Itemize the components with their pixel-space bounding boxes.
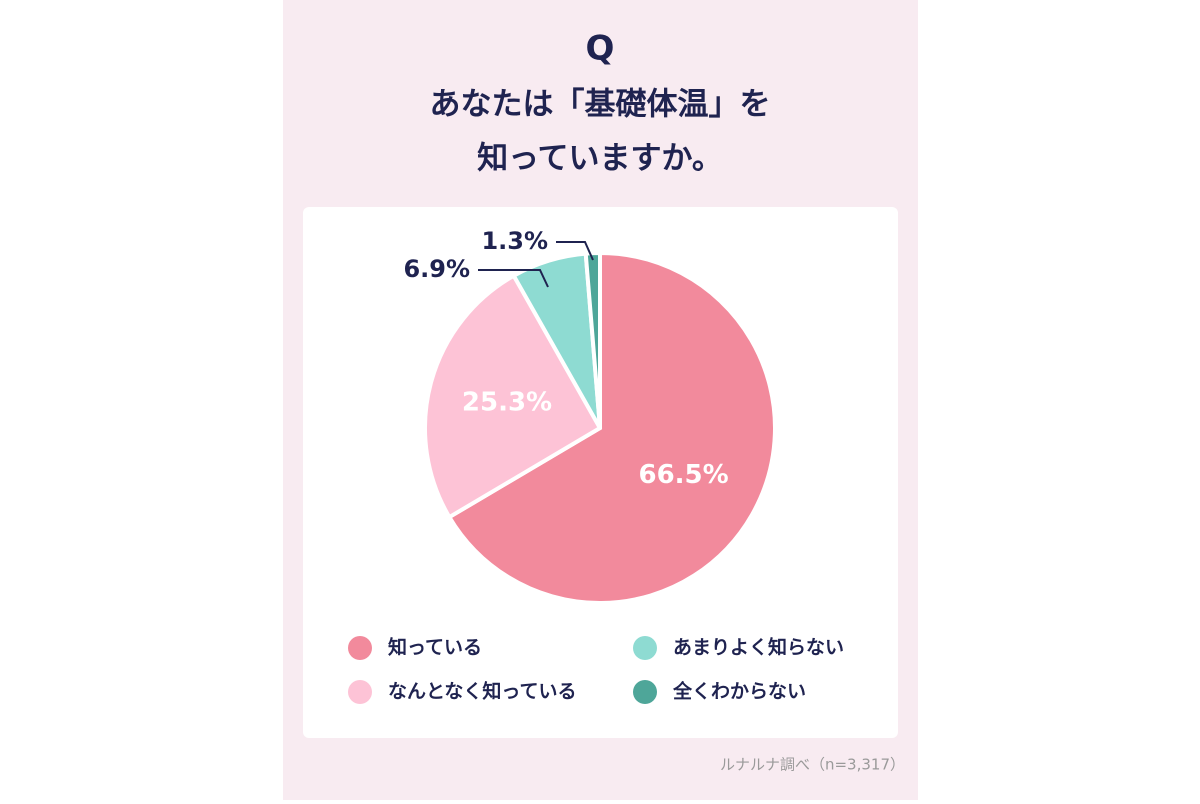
legend-swatch (633, 636, 657, 660)
data-label: 6.9% (403, 255, 470, 283)
chart-title: 知っていますか。 (477, 141, 723, 177)
chart-title: あなたは「基礎体温」を (430, 87, 771, 123)
legend-swatch (633, 680, 657, 704)
pie-slice (583, 251, 602, 430)
legend-label: なんとなく知っている (388, 680, 576, 703)
legend-label: 知っている (388, 636, 482, 659)
leader-line (556, 241, 594, 261)
legend-label: あまりよく知らない (673, 636, 844, 659)
leader-line (478, 269, 549, 288)
data-label: 66.5% (639, 460, 729, 490)
data-label: 1.3% (481, 227, 548, 255)
legend-swatch (348, 680, 372, 704)
data-label: 25.3% (462, 388, 552, 418)
legend-label: 全くわからない (672, 680, 806, 703)
source-note: ルナルナ調べ（n=3,317） (720, 756, 905, 774)
pie-slice (447, 251, 777, 605)
pie-slice (423, 273, 602, 520)
legend-swatch (348, 636, 372, 660)
question-mark: Q (586, 29, 615, 69)
